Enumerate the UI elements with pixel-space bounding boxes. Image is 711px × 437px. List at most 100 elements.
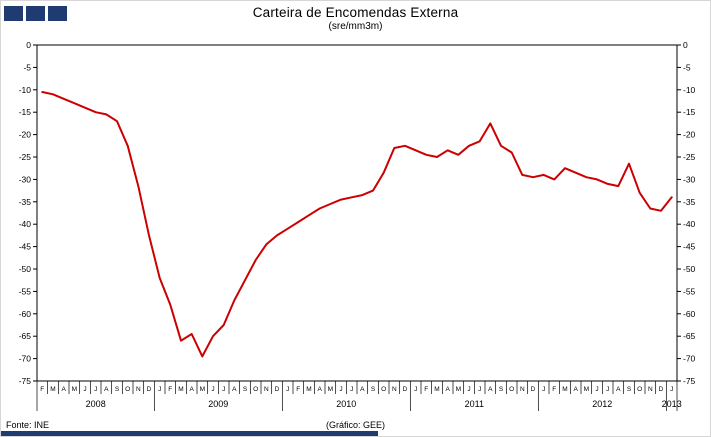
month-label: A [360,386,365,393]
month-label: S [371,386,376,393]
chart-header: Carteira de Encomendas Externa (sre/mm3m… [1,5,710,32]
month-label: J [478,386,481,393]
month-label: N [520,386,525,393]
y-tick-label-left: 0 [26,40,31,50]
month-label: D [147,386,152,393]
y-tick-label-left: -60 [19,309,32,319]
month-label: M [178,386,183,393]
month-label: F [552,386,556,393]
month-label: J [222,386,225,393]
y-tick-label-right: -10 [683,85,696,95]
y-tick-label-right: -40 [683,219,696,229]
month-label: N [392,386,397,393]
month-label: J [339,386,342,393]
year-label: 2010 [336,399,356,409]
month-label: M [328,386,333,393]
month-label: S [499,386,504,393]
year-label: 2013 [662,399,682,409]
y-tick-label-right: -15 [683,107,696,117]
y-tick-label-right: -65 [683,331,696,341]
month-label: J [606,386,609,393]
chart-line [41,91,673,358]
plot-frame [36,44,678,382]
month-label: A [62,386,67,393]
month-label: A [488,386,493,393]
month-label: S [243,386,248,393]
chart-title: Carteira de Encomendas Externa [252,5,459,20]
month-label: J [94,386,97,393]
logo-square-2 [26,6,45,21]
month-label: J [595,386,598,393]
month-label: M [562,386,567,393]
y-tick-label-left: -35 [19,197,32,207]
month-label: D [275,386,280,393]
month-label: N [136,386,141,393]
month-label: M [306,386,311,393]
month-label: M [200,386,205,393]
month-label: M [50,386,55,393]
month-label: O [637,386,642,393]
graphic-credit: (Gráfico: GEE) [325,420,385,430]
month-label: O [125,386,130,393]
month-label: F [168,386,172,393]
month-label: A [190,386,195,393]
y-tick-label-left: -50 [19,264,32,274]
y-tick-label-right: -30 [683,174,696,184]
month-label: J [414,386,417,393]
month-label: A [318,386,323,393]
month-label: J [83,386,86,393]
month-label: A [574,386,579,393]
month-label: J [542,386,545,393]
y-tick-label-left: -10 [19,85,32,95]
month-label: M [456,386,461,393]
month-label: O [381,386,386,393]
y-tick-label-right: -20 [683,130,696,140]
month-label: D [531,386,536,393]
month-label: A [446,386,451,393]
month-label: M [72,386,77,393]
source-label: Fonte: INE [6,420,50,430]
y-tick-label-right: -50 [683,264,696,274]
month-label: M [434,386,439,393]
month-label: D [659,386,664,393]
year-label: 2012 [592,399,612,409]
month-label: J [350,386,353,393]
y-tick-label-left: -75 [19,376,32,386]
month-label: N [648,386,653,393]
month-label: F [40,386,44,393]
month-label: O [253,386,258,393]
month-label: N [264,386,269,393]
y-tick-label-right: -70 [683,354,696,364]
month-label: F [296,386,300,393]
y-tick-label-right: -25 [683,152,696,162]
month-label: J [286,386,289,393]
y-tick-label-right: -5 [683,62,691,72]
chart-subtitle: (sre/mm3m) [328,21,383,32]
year-label: 2011 [465,399,484,409]
month-label: M [584,386,589,393]
month-label: J [211,386,214,393]
y-tick-label-left: -20 [19,130,32,140]
month-label: A [232,386,237,393]
month-label: A [616,386,621,393]
y-tick-label-left: -40 [19,219,32,229]
y-tick-label-left: -5 [23,62,31,72]
y-tick-label-right: -45 [683,242,696,252]
y-tick-label-left: -55 [19,286,32,296]
y-tick-label-left: -70 [19,354,32,364]
logo-square-1 [4,6,23,21]
y-tick-label-right: -55 [683,286,696,296]
logo-square-3 [48,6,67,21]
y-tick-label-left: -15 [19,107,32,117]
y-tick-label-right: -75 [683,376,696,386]
month-label: S [115,386,120,393]
chart-footer: Fonte: INE (Gráfico: GEE) [1,418,710,434]
month-label: J [158,386,161,393]
year-label: 2009 [208,399,228,409]
y-tick-label-right: -60 [683,309,696,319]
month-label: O [509,386,514,393]
y-tick-label-left: -25 [19,152,32,162]
month-label: J [467,386,470,393]
logo [4,6,67,21]
